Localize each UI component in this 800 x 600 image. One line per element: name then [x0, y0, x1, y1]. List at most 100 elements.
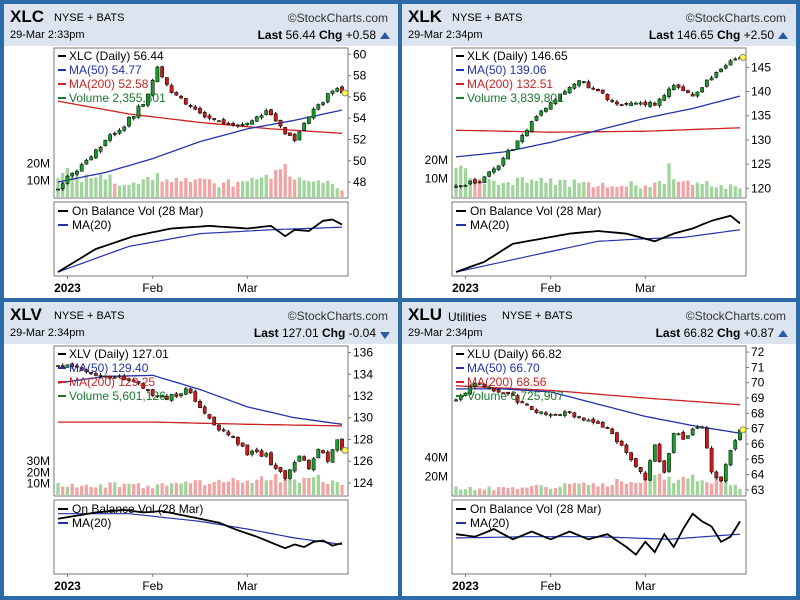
- candle: [155, 65, 160, 83]
- volume-bar: [259, 476, 264, 495]
- ticker-symbol: XLC: [10, 7, 44, 26]
- candle: [558, 413, 563, 416]
- candle: [79, 162, 84, 172]
- candle: [671, 432, 676, 454]
- candle: [482, 383, 487, 388]
- candle: [728, 450, 733, 467]
- volume-bar: [330, 184, 335, 197]
- volume-bar: [108, 174, 112, 197]
- volume-bar: [56, 482, 60, 495]
- exchange-label: NYSE + BATS: [54, 12, 125, 24]
- candle: [591, 86, 596, 91]
- volume-bar: [293, 179, 297, 197]
- volume-bar: [553, 488, 558, 495]
- candle: [733, 438, 738, 451]
- candle: [596, 419, 600, 424]
- candle: [520, 400, 525, 404]
- volume-bar: [288, 479, 292, 495]
- last-value: 56.44: [282, 28, 319, 42]
- volume-bar: [549, 488, 553, 495]
- volume-bar: [615, 186, 619, 197]
- candle: [652, 101, 657, 107]
- last-price-marker: [341, 446, 349, 454]
- candle: [482, 176, 487, 183]
- volume-bar: [724, 188, 728, 197]
- change-arrow-icon: [380, 332, 390, 339]
- candle: [283, 469, 288, 481]
- candle: [643, 100, 648, 107]
- candle: [164, 393, 169, 401]
- candle: [610, 427, 615, 435]
- volume-bar: [127, 483, 131, 495]
- volume-bar: [98, 174, 103, 197]
- ma200-legend: MA(200) 68.56: [467, 375, 547, 389]
- candle: [605, 93, 610, 102]
- obv-ma-line: [58, 513, 343, 545]
- volume-bar: [193, 179, 197, 197]
- y-tick-label: 69: [751, 391, 765, 405]
- last-label: Last: [253, 326, 279, 340]
- stockcharts-brand: ©StockCharts.com: [287, 309, 388, 323]
- candle: [150, 388, 155, 397]
- volume-bar: [311, 477, 316, 495]
- candle: [179, 393, 183, 398]
- volume-bar: [255, 479, 259, 495]
- price-chart-svg: 60 58 56 54 52 50 48 20M 10M 2023 Feb Mar XLC (Daily…: [27, 47, 367, 295]
- candle: [491, 166, 496, 175]
- volume-bar: [250, 482, 254, 495]
- candle: [212, 118, 217, 122]
- candle: [122, 373, 127, 381]
- stockcharts-brand: ©StockCharts.com: [287, 11, 388, 25]
- chg-label: Chg: [321, 326, 346, 340]
- candle: [131, 377, 136, 383]
- candle: [273, 462, 278, 471]
- volume-bar: [340, 190, 344, 197]
- candle: [515, 393, 520, 405]
- candle: [70, 172, 75, 178]
- price-chart-svg: 145 140 135 130 125 120 20M 10M 2023 Feb Mar XLK (D…: [425, 47, 771, 295]
- volume-bar: [198, 178, 202, 197]
- volume-bar: [70, 483, 74, 495]
- candle: [539, 411, 544, 415]
- volume-tick-label: 20M: [425, 153, 448, 167]
- candle: [596, 88, 600, 92]
- candle: [723, 63, 728, 70]
- volume-bar: [638, 482, 643, 495]
- candle: [600, 421, 605, 428]
- volume-bar: [738, 188, 742, 197]
- volume-bar: [84, 484, 89, 495]
- candle: [667, 86, 671, 99]
- volume-bar: [269, 178, 273, 197]
- candle: [207, 413, 212, 420]
- candle: [112, 131, 117, 137]
- candle: [283, 127, 288, 135]
- volume-bar: [84, 174, 89, 197]
- volume-bar: [567, 483, 572, 495]
- volume-bar: [89, 486, 93, 495]
- volume-bar: [245, 480, 249, 495]
- change-arrow-icon: [380, 32, 390, 39]
- chart-header: XLC NYSE + BATS ©StockCharts.com 29-Mar 2:3…: [4, 4, 398, 46]
- candle: [278, 119, 283, 129]
- ticker-symbol: XLU: [408, 305, 442, 324]
- volume-bar: [255, 179, 259, 197]
- y-tick-label: 65: [751, 452, 765, 466]
- chg-value: +2.50: [740, 28, 774, 42]
- volume-bar: [278, 482, 283, 495]
- volume-bar: [89, 178, 93, 197]
- volume-bar: [610, 485, 614, 495]
- candle: [321, 101, 325, 107]
- volume-bar: [212, 183, 216, 197]
- volume-bar: [236, 480, 240, 495]
- candle: [586, 79, 591, 89]
- volume-bar: [709, 186, 714, 197]
- volume-bar: [174, 178, 178, 197]
- candle: [477, 382, 482, 386]
- volume-bar: [563, 179, 567, 197]
- chart-panel-xlc: XLC NYSE + BATS ©StockCharts.com 29-Mar 2:3…: [4, 4, 398, 298]
- y-tick-label: 63: [751, 483, 765, 497]
- volume-bar: [80, 485, 84, 495]
- y-tick-label: 72: [751, 345, 765, 359]
- volume-bar: [188, 181, 193, 197]
- candle: [662, 460, 667, 474]
